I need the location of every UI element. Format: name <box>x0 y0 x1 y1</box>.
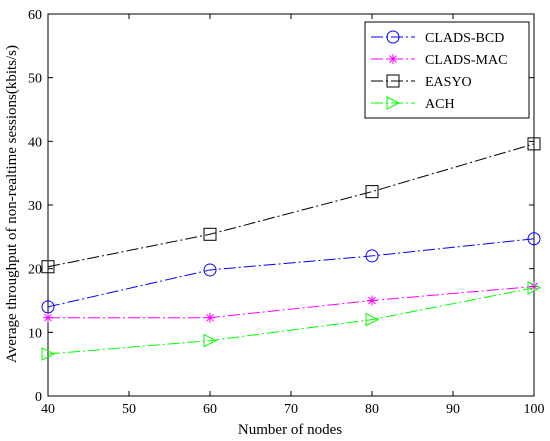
data-point <box>367 295 377 306</box>
data-point <box>527 280 542 295</box>
data-point <box>203 333 218 348</box>
series-line <box>48 285 535 319</box>
legend-marker <box>388 54 398 64</box>
data-point <box>365 249 379 263</box>
y-tick-label: 50 <box>28 72 42 87</box>
data-point <box>365 312 380 327</box>
x-tick-label: 100 <box>524 402 545 417</box>
data-point <box>203 227 217 241</box>
y-tick-label: 30 <box>28 199 42 214</box>
legend-label: CLADS-MAC <box>425 53 507 68</box>
data-point <box>205 312 215 323</box>
data-point <box>527 232 541 246</box>
y-tick-label: 10 <box>28 326 42 341</box>
legend-item: CLADS-MAC <box>371 53 507 68</box>
x-tick-label: 80 <box>365 402 379 417</box>
axis-ticks: 40 50 60 70 80 90 100 0 10 20 30 40 50 60 <box>28 8 545 417</box>
legend-box <box>364 21 530 119</box>
legend-label: CLADS-BCD <box>425 31 504 46</box>
legend-label: EASYO <box>425 75 472 90</box>
series-line <box>47 238 535 308</box>
y-tick-label: 60 <box>28 8 42 23</box>
legend-item: CLADS-BCD <box>371 30 504 46</box>
data-point <box>527 137 541 151</box>
data-point <box>41 260 55 274</box>
x-tick-label: 40 <box>41 402 55 417</box>
data-point <box>203 263 217 277</box>
series-line <box>47 287 535 355</box>
data-point <box>43 312 53 323</box>
y-axis-title: Average throughput of non-realtime sessi… <box>4 45 20 363</box>
x-tick-label: 60 <box>203 402 217 417</box>
data-point <box>365 185 379 199</box>
data-point <box>41 347 56 361</box>
legend-item: EASYO <box>371 74 472 90</box>
legend-marker <box>386 96 401 110</box>
x-tick-label: 90 <box>446 402 460 417</box>
x-tick-label: 70 <box>284 402 298 417</box>
series-layer <box>41 137 542 361</box>
series-line <box>47 143 535 268</box>
series-easyo <box>41 137 541 274</box>
series-ach <box>41 280 542 361</box>
legend-marker <box>386 30 400 44</box>
legend-marker <box>386 74 400 88</box>
x-tick-label: 50 <box>122 402 136 417</box>
y-tick-label: 40 <box>28 135 42 150</box>
x-axis-title: Number of nodes <box>238 422 342 438</box>
legend-label: ACH <box>425 97 455 112</box>
y-tick-label: 20 <box>28 263 42 278</box>
legend-item: ACH <box>371 96 455 112</box>
legend: CLADS-BCD CLADS-MAC EASYO ACH <box>364 21 530 119</box>
series-clads-bcd <box>41 232 541 314</box>
y-tick-label: 0 <box>35 390 42 405</box>
